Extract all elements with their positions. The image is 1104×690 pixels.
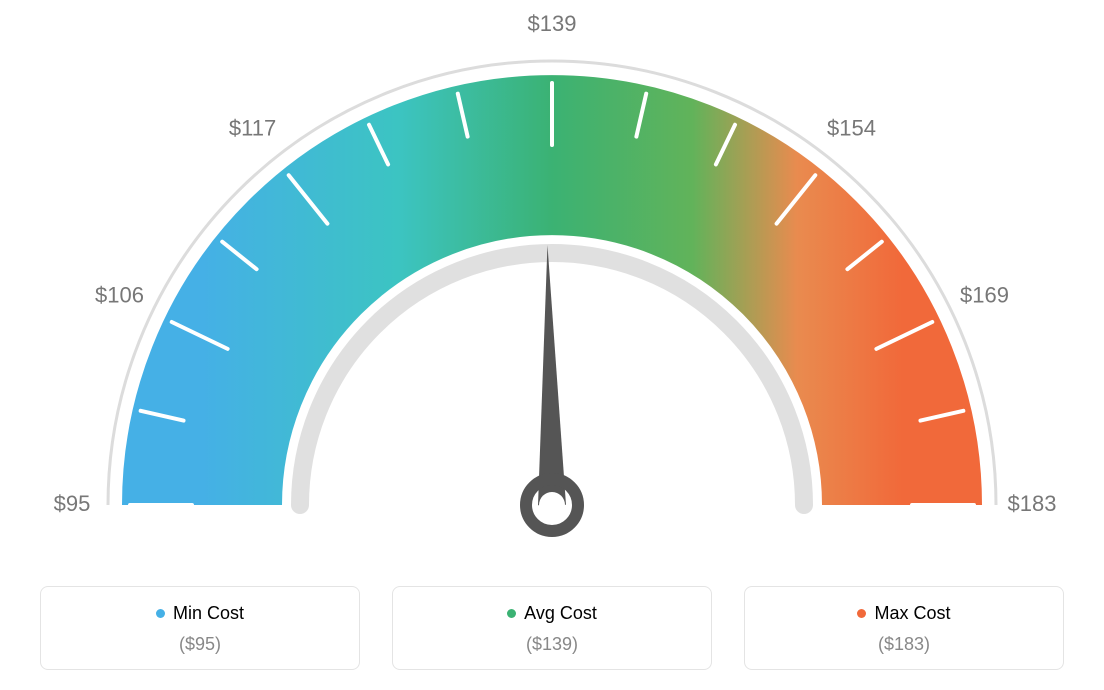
dot-icon bbox=[156, 609, 165, 618]
dot-icon bbox=[857, 609, 866, 618]
legend-value-avg: ($139) bbox=[403, 634, 701, 655]
gauge-tick-label: $154 bbox=[827, 116, 876, 141]
legend-card-avg: Avg Cost ($139) bbox=[392, 586, 712, 670]
gauge-tick-label: $117 bbox=[229, 116, 276, 141]
legend-row: Min Cost ($95) Avg Cost ($139) Max Cost … bbox=[0, 586, 1104, 670]
gauge-needle bbox=[538, 245, 566, 505]
legend-title-avg: Avg Cost bbox=[507, 603, 597, 624]
gauge-svg: $95 $106 $117 $139 $154 $169 $183 bbox=[0, 0, 1104, 560]
dot-icon bbox=[507, 609, 516, 618]
gauge-chart: $95 $106 $117 $139 $154 $169 $183 bbox=[0, 0, 1104, 560]
legend-title-text: Avg Cost bbox=[524, 603, 597, 624]
legend-title-max: Max Cost bbox=[857, 603, 950, 624]
legend-card-max: Max Cost ($183) bbox=[744, 586, 1064, 670]
gauge-tick-label: $139 bbox=[528, 11, 577, 36]
gauge-tick-label: $95 bbox=[54, 491, 91, 516]
legend-card-min: Min Cost ($95) bbox=[40, 586, 360, 670]
gauge-tick-label: $169 bbox=[960, 283, 1009, 308]
legend-value-max: ($183) bbox=[755, 634, 1053, 655]
gauge-tick-label: $183 bbox=[1008, 491, 1057, 516]
legend-title-text: Min Cost bbox=[173, 603, 244, 624]
gauge-hub-hole bbox=[539, 492, 565, 518]
legend-title-min: Min Cost bbox=[156, 603, 244, 624]
legend-title-text: Max Cost bbox=[874, 603, 950, 624]
legend-value-min: ($95) bbox=[51, 634, 349, 655]
gauge-tick-label: $106 bbox=[95, 283, 144, 308]
